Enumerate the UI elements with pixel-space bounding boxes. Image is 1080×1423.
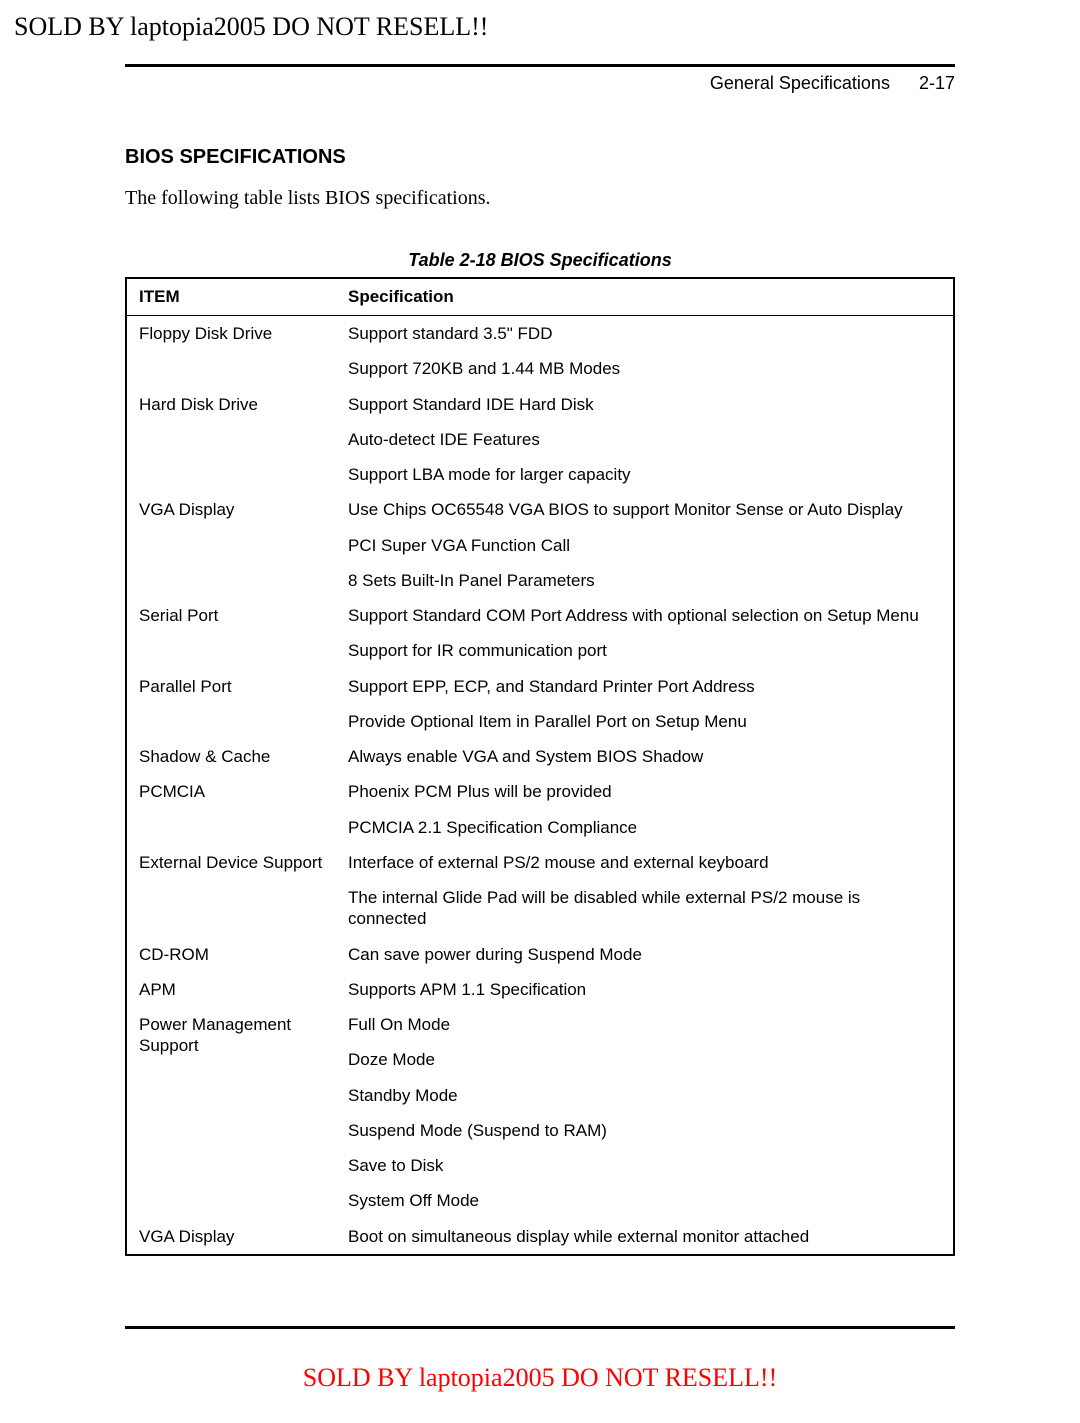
table-cell-item: Parallel Port <box>126 669 336 740</box>
table-cell-spec: Support standard 3.5" FDD <box>336 316 954 352</box>
table-header-item: ITEM <box>126 278 336 316</box>
table-cell-spec: Always enable VGA and System BIOS Shadow <box>336 739 954 774</box>
header-page-number: 2-17 <box>919 73 955 93</box>
table-cell-spec: Boot on simultaneous display while exter… <box>336 1219 954 1255</box>
table-row: CD-ROMCan save power during Suspend Mode <box>126 937 954 972</box>
table-cell-item: APM <box>126 972 336 1007</box>
table-row: VGA DisplayBoot on simultaneous display … <box>126 1219 954 1255</box>
table-row: External Device SupportInterface of exte… <box>126 845 954 880</box>
table-cell-spec: Supports APM 1.1 Specification <box>336 972 954 1007</box>
table-row: Shadow & CacheAlways enable VGA and Syst… <box>126 739 954 774</box>
table-cell-spec: Provide Optional Item in Parallel Port o… <box>336 704 954 739</box>
table-cell-item: Shadow & Cache <box>126 739 336 774</box>
table-cell-item: CD-ROM <box>126 937 336 972</box>
table-cell-spec: Suspend Mode (Suspend to RAM) <box>336 1113 954 1148</box>
page-container: SOLD BY laptopia2005 DO NOT RESELL!! Gen… <box>0 0 1080 1423</box>
table-cell-spec: Interface of external PS/2 mouse and ext… <box>336 845 954 880</box>
table-cell-spec: Support for IR communication port <box>336 633 954 668</box>
table-cell-item: Power Management Support <box>126 1007 336 1219</box>
table-cell-item: PCMCIA <box>126 774 336 845</box>
table-cell-spec: Standby Mode <box>336 1078 954 1113</box>
table-cell-spec: 8 Sets Built-In Panel Parameters <box>336 563 954 598</box>
table-header-spec: Specification <box>336 278 954 316</box>
table-row: Floppy Disk DriveSupport standard 3.5" F… <box>126 316 954 352</box>
table-row: Parallel PortSupport EPP, ECP, and Stand… <box>126 669 954 704</box>
table-body: Floppy Disk DriveSupport standard 3.5" F… <box>126 316 954 1255</box>
page-header: General Specifications 2-17 <box>125 64 955 94</box>
table-cell-spec: Can save power during Suspend Mode <box>336 937 954 972</box>
table-cell-spec: Full On Mode <box>336 1007 954 1042</box>
table-cell-spec: Support 720KB and 1.44 MB Modes <box>336 351 954 386</box>
table-cell-spec: Support Standard COM Port Address with o… <box>336 598 954 633</box>
table-cell-spec: Phoenix PCM Plus will be provided <box>336 774 954 809</box>
footer-rule <box>125 1326 955 1329</box>
table-cell-spec: Support LBA mode for larger capacity <box>336 457 954 492</box>
table-cell-spec: System Off Mode <box>336 1183 954 1218</box>
watermark-top: SOLD BY laptopia2005 DO NOT RESELL!! <box>0 12 1080 60</box>
content-area: General Specifications 2-17 BIOS SPECIFI… <box>0 64 1080 1329</box>
watermark-bottom: SOLD BY laptopia2005 DO NOT RESELL!! <box>0 1363 1080 1393</box>
table-cell-spec: Support EPP, ECP, and Standard Printer P… <box>336 669 954 704</box>
table-header-row: ITEM Specification <box>126 278 954 316</box>
table-cell-spec: Doze Mode <box>336 1042 954 1077</box>
table-cell-spec: Save to Disk <box>336 1148 954 1183</box>
table-cell-item: External Device Support <box>126 845 336 937</box>
table-row: Hard Disk DriveSupport Standard IDE Hard… <box>126 387 954 422</box>
table-cell-item: Floppy Disk Drive <box>126 316 336 387</box>
section-title: BIOS SPECIFICATIONS <box>125 146 955 169</box>
table-cell-item: VGA Display <box>126 492 336 598</box>
table-row: PCMCIAPhoenix PCM Plus will be provided <box>126 774 954 809</box>
table-row: Power Management SupportFull On Mode <box>126 1007 954 1042</box>
table-cell-spec: Support Standard IDE Hard Disk <box>336 387 954 422</box>
table-cell-spec: The internal Glide Pad will be disabled … <box>336 880 954 937</box>
bios-spec-table: ITEM Specification Floppy Disk DriveSupp… <box>125 277 955 1256</box>
table-cell-item: VGA Display <box>126 1219 336 1255</box>
table-row: Serial PortSupport Standard COM Port Add… <box>126 598 954 633</box>
table-row: APMSupports APM 1.1 Specification <box>126 972 954 1007</box>
table-cell-spec: Auto-detect IDE Features <box>336 422 954 457</box>
table-cell-spec: PCI Super VGA Function Call <box>336 528 954 563</box>
table-cell-item: Serial Port <box>126 598 336 669</box>
table-cell-spec: PCMCIA 2.1 Specification Compliance <box>336 810 954 845</box>
table-row: VGA DisplayUse Chips OC65548 VGA BIOS to… <box>126 492 954 527</box>
table-cell-spec: Use Chips OC65548 VGA BIOS to support Mo… <box>336 492 954 527</box>
table-caption: Table 2-18 BIOS Specifications <box>125 250 955 271</box>
header-section-name: General Specifications <box>710 73 890 93</box>
intro-text: The following table lists BIOS specifica… <box>125 187 955 210</box>
table-cell-item: Hard Disk Drive <box>126 387 336 493</box>
